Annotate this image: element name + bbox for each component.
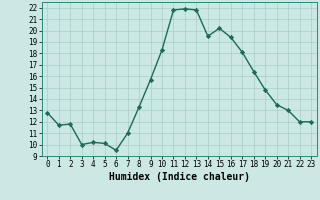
X-axis label: Humidex (Indice chaleur): Humidex (Indice chaleur) — [109, 172, 250, 182]
